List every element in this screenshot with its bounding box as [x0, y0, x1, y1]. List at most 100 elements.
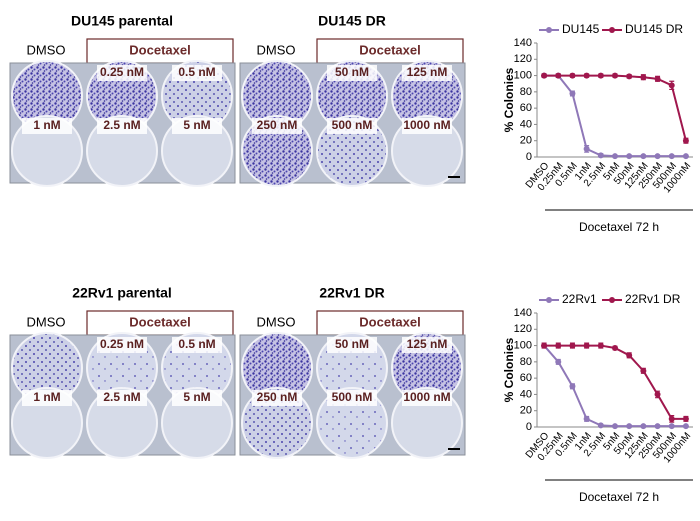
treatment-label: Docetaxel	[359, 314, 420, 329]
y-tick-label: 40	[520, 118, 532, 130]
y-tick-label: 40	[520, 388, 532, 400]
marker	[640, 423, 647, 430]
marker	[597, 342, 604, 349]
y-tick-label: 20	[520, 135, 532, 147]
scale-bar	[448, 176, 460, 178]
marker	[612, 153, 618, 160]
marker	[682, 153, 689, 160]
legend-marker	[609, 27, 615, 33]
y-tick-label: 140	[514, 307, 532, 319]
y-tick-label: 20	[520, 405, 532, 417]
dose-box	[97, 390, 147, 406]
marker	[583, 145, 590, 152]
y-tick-label: 120	[514, 53, 532, 65]
legend-marker	[546, 297, 552, 303]
marker	[569, 383, 576, 390]
dose-box	[172, 118, 222, 134]
marker	[626, 153, 633, 160]
legend-label: 22Rv1 DR	[625, 292, 681, 306]
marker	[569, 342, 576, 349]
marker	[597, 152, 604, 159]
dose-label: 2.5 nM	[103, 390, 140, 404]
y-tick-label: 60	[520, 372, 532, 384]
y-tick-label: 80	[520, 356, 532, 368]
marker	[654, 153, 661, 160]
dose-label: 5 nM	[183, 118, 210, 132]
marker	[612, 345, 618, 352]
dose-box	[172, 390, 222, 406]
dose-label: 1000 nM	[403, 390, 450, 404]
marker	[682, 137, 689, 144]
dose-box	[252, 118, 302, 134]
marker	[541, 72, 548, 79]
dose-label: 0.5 nM	[178, 337, 215, 351]
marker	[654, 423, 661, 430]
marker	[626, 423, 633, 430]
dose-box	[327, 118, 377, 134]
plate-title: 22Rv1 parental	[72, 285, 172, 301]
dose-label: 500 nM	[332, 118, 373, 132]
dose-box	[327, 65, 377, 81]
marker	[583, 72, 590, 79]
control-label: DMSO	[257, 314, 296, 329]
marker	[583, 415, 590, 422]
marker	[668, 82, 675, 89]
series-line	[544, 344, 686, 420]
marker	[555, 72, 562, 79]
series-line	[544, 74, 686, 158]
x-axis-label: Docetaxel 72 h	[579, 490, 659, 504]
y-tick-label: 0	[526, 151, 532, 163]
marker	[682, 415, 689, 422]
marker	[597, 72, 604, 79]
marker	[668, 423, 675, 430]
treatment-label: Docetaxel	[129, 314, 190, 329]
marker	[569, 72, 576, 79]
marker	[583, 342, 590, 349]
dose-box	[327, 390, 377, 406]
marker	[640, 153, 647, 160]
dose-label: 50 nM	[335, 65, 369, 79]
dose-label: 1 nM	[33, 118, 60, 132]
y-tick-label: 100	[514, 69, 532, 81]
legend-label: DU145	[562, 22, 600, 36]
scale-bar	[448, 448, 460, 450]
dose-box	[22, 390, 72, 406]
marker	[682, 423, 689, 430]
y-tick-label: 140	[514, 37, 532, 49]
control-label: DMSO	[27, 314, 66, 329]
dose-label: 0.25 nM	[100, 65, 144, 79]
treatment-label: Docetaxel	[359, 42, 420, 57]
dose-label: 50 nM	[335, 337, 369, 351]
y-axis-label: % Colonies	[502, 67, 516, 132]
marker	[626, 352, 633, 359]
legend-label: 22Rv1	[562, 292, 597, 306]
dose-box	[97, 337, 147, 353]
dose-box	[402, 118, 452, 134]
dose-box	[402, 65, 452, 81]
dose-box	[402, 390, 452, 406]
plate-title: DU145 parental	[71, 13, 173, 29]
marker	[555, 342, 562, 349]
dose-label: 2.5 nM	[103, 118, 140, 132]
plate-title: 22Rv1 DR	[319, 285, 384, 301]
legend-label: DU145 DR	[625, 22, 683, 36]
dose-label: 500 nM	[332, 390, 373, 404]
marker	[640, 367, 647, 374]
dose-label: 0.25 nM	[100, 337, 144, 351]
dose-label: 250 nM	[257, 118, 298, 132]
y-tick-label: 60	[520, 102, 532, 114]
dose-box	[97, 118, 147, 134]
dose-label: 5 nM	[183, 390, 210, 404]
legend-marker	[546, 27, 552, 33]
dose-box	[252, 390, 302, 406]
dose-label: 125 nM	[407, 65, 448, 79]
y-axis-label: % Colonies	[502, 337, 516, 402]
dose-label: 250 nM	[257, 390, 298, 404]
series-line	[543, 344, 686, 428]
control-label: DMSO	[27, 42, 66, 57]
treatment-label: Docetaxel	[129, 42, 190, 57]
dose-box	[22, 118, 72, 134]
marker	[668, 153, 675, 160]
x-axis-label: Docetaxel 72 h	[579, 220, 659, 234]
